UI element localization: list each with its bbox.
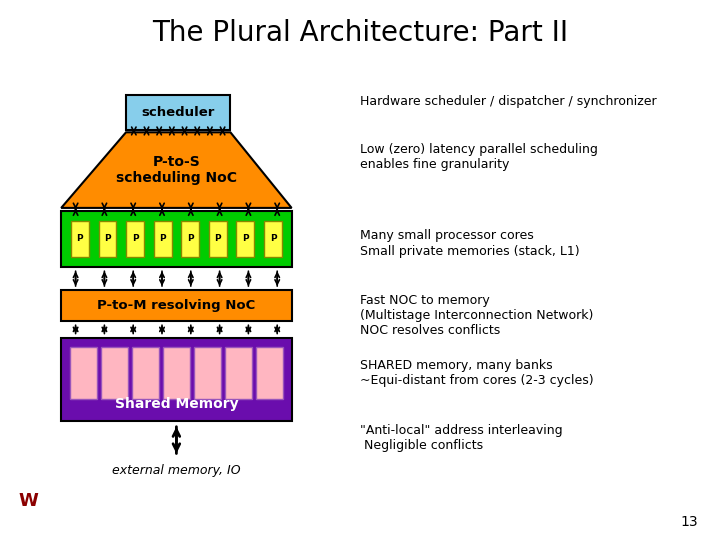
FancyBboxPatch shape xyxy=(126,221,144,256)
Text: external memory, IO: external memory, IO xyxy=(112,464,240,477)
FancyBboxPatch shape xyxy=(153,221,171,256)
Text: P: P xyxy=(242,234,248,244)
FancyBboxPatch shape xyxy=(99,221,117,256)
FancyBboxPatch shape xyxy=(71,221,89,256)
Text: P: P xyxy=(215,234,221,244)
FancyBboxPatch shape xyxy=(194,347,221,399)
Text: P: P xyxy=(187,234,194,244)
FancyBboxPatch shape xyxy=(264,221,282,256)
FancyBboxPatch shape xyxy=(209,221,227,256)
Text: P: P xyxy=(132,234,138,244)
Text: P: P xyxy=(159,234,166,244)
FancyBboxPatch shape xyxy=(225,347,252,399)
FancyBboxPatch shape xyxy=(163,347,190,399)
Text: Hardware scheduler / dispatcher / synchronizer: Hardware scheduler / dispatcher / synchr… xyxy=(360,94,657,107)
Text: Shared Memory: Shared Memory xyxy=(114,397,238,411)
FancyBboxPatch shape xyxy=(236,221,254,256)
FancyBboxPatch shape xyxy=(61,211,292,267)
Text: The Plural Architecture: Part II: The Plural Architecture: Part II xyxy=(152,19,568,47)
Text: "Anti-local" address interleaving
 Negligible conflicts: "Anti-local" address interleaving Neglig… xyxy=(360,424,562,452)
FancyBboxPatch shape xyxy=(132,347,158,399)
FancyBboxPatch shape xyxy=(256,347,283,399)
Text: P: P xyxy=(104,234,111,244)
FancyBboxPatch shape xyxy=(126,94,230,130)
FancyBboxPatch shape xyxy=(61,338,292,421)
Text: W: W xyxy=(19,492,39,510)
Text: 13: 13 xyxy=(681,515,698,529)
Text: scheduler: scheduler xyxy=(142,105,215,119)
Text: P: P xyxy=(76,234,84,244)
FancyBboxPatch shape xyxy=(101,347,127,399)
Text: Low (zero) latency parallel scheduling
enables fine granularity: Low (zero) latency parallel scheduling e… xyxy=(360,143,598,171)
FancyBboxPatch shape xyxy=(61,290,292,321)
FancyBboxPatch shape xyxy=(70,347,96,399)
Text: Fast NOC to memory
(Multistage Interconnection Network)
NOC resolves conflicts: Fast NOC to memory (Multistage Interconn… xyxy=(360,294,593,338)
Text: P-to-M resolving NoC: P-to-M resolving NoC xyxy=(97,299,256,312)
FancyBboxPatch shape xyxy=(181,221,199,256)
Text: P-to-S
scheduling NoC: P-to-S scheduling NoC xyxy=(116,155,237,185)
Text: P: P xyxy=(269,234,276,244)
Polygon shape xyxy=(61,132,292,208)
Text: SHARED memory, many banks
~Equi-distant from cores (2-3 cycles): SHARED memory, many banks ~Equi-distant … xyxy=(360,359,593,387)
Text: Many small processor cores
Small private memories (stack, L1): Many small processor cores Small private… xyxy=(360,230,580,258)
